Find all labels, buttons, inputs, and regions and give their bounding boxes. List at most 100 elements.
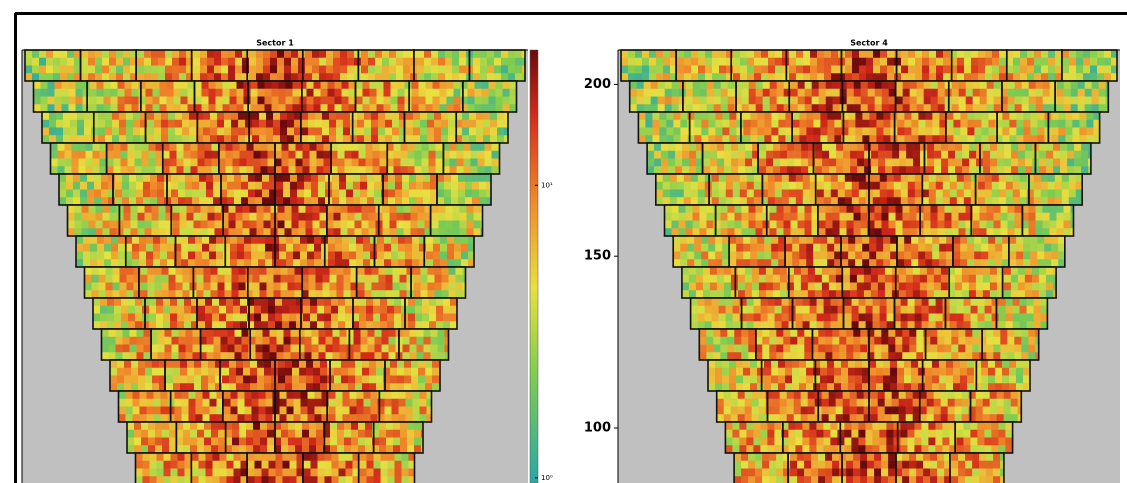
- heat-cell: [896, 97, 903, 105]
- heat-cell: [510, 89, 517, 97]
- heat-cell: [90, 252, 97, 260]
- heat-cell: [356, 244, 363, 252]
- heat-cell: [497, 120, 504, 128]
- heat-cell: [943, 58, 950, 66]
- heat-cell: [988, 236, 995, 244]
- heat-cell: [876, 128, 883, 136]
- heat-cell: [728, 205, 735, 213]
- heat-cell: [988, 120, 995, 128]
- heat-cell: [404, 205, 411, 213]
- heat-cell: [163, 143, 170, 151]
- heat-cell: [436, 143, 443, 151]
- heat-cell: [192, 476, 199, 483]
- heat-cell: [848, 112, 855, 120]
- heat-cell: [403, 352, 410, 360]
- heat-cell: [188, 81, 195, 89]
- heat-cell: [159, 213, 166, 221]
- heat-cell: [429, 306, 436, 314]
- heat-cell: [422, 159, 429, 167]
- heat-cell: [959, 221, 966, 229]
- heat-cell: [964, 197, 971, 205]
- heat-cell: [959, 205, 966, 213]
- heat-cell: [899, 166, 906, 174]
- heat-cell: [374, 182, 381, 190]
- heat-cell: [957, 58, 964, 66]
- heat-cell: [207, 66, 214, 74]
- heat-cell: [56, 112, 63, 120]
- heat-cell: [211, 430, 218, 438]
- heat-cell: [83, 89, 90, 97]
- heat-cell: [432, 205, 439, 213]
- heat-cell: [144, 337, 151, 345]
- heat-cell: [929, 50, 936, 58]
- heat-cell: [39, 73, 46, 81]
- heat-cell: [1016, 135, 1023, 143]
- heat-cell: [181, 252, 188, 260]
- heat-cell: [719, 197, 726, 205]
- heat-cell: [375, 66, 382, 74]
- heat-cell: [207, 345, 214, 353]
- heat-cell: [156, 321, 163, 329]
- heat-cell: [286, 97, 293, 105]
- heat-cell: [225, 283, 232, 291]
- heat-cell: [317, 166, 324, 174]
- heat-cell: [165, 352, 172, 360]
- heat-cell: [698, 66, 705, 74]
- heat-cell: [908, 50, 915, 58]
- heat-cell: [288, 438, 295, 446]
- heat-cell: [750, 135, 757, 143]
- heat-cell: [1029, 205, 1036, 213]
- heat-cell: [264, 228, 271, 236]
- heat-cell: [980, 228, 987, 236]
- heat-cell: [373, 143, 380, 151]
- heat-cell: [246, 267, 253, 275]
- heat-cell: [644, 81, 651, 89]
- heat-cell: [714, 221, 721, 229]
- heat-cell: [171, 182, 178, 190]
- heat-cell: [333, 50, 340, 58]
- heat-cell: [358, 445, 365, 453]
- heat-cell: [295, 438, 302, 446]
- heat-cell: [508, 66, 515, 74]
- heat-cell: [345, 159, 352, 167]
- heat-cell: [205, 143, 212, 151]
- heat-cell: [373, 306, 380, 314]
- heat-cell: [721, 221, 728, 229]
- heat-cell: [155, 290, 162, 298]
- heat-cell: [834, 120, 841, 128]
- heat-cell: [637, 89, 644, 97]
- heat-cell: [999, 66, 1006, 74]
- heat-cell: [750, 236, 757, 244]
- heat-cell: [1043, 97, 1050, 105]
- heat-cell: [784, 205, 791, 213]
- heat-cell: [897, 112, 904, 120]
- heat-cell: [817, 66, 824, 74]
- heat-cell: [645, 112, 652, 120]
- heat-cell: [276, 461, 283, 469]
- heat-cell: [187, 368, 194, 376]
- heat-cell: [973, 104, 980, 112]
- heat-cell: [931, 221, 938, 229]
- heat-cell: [971, 58, 978, 66]
- heat-cell: [118, 81, 125, 89]
- heat-cell: [932, 120, 939, 128]
- heat-cell: [226, 321, 233, 329]
- heat-cell: [1057, 205, 1064, 213]
- heat-cell: [917, 81, 924, 89]
- heat-cell: [981, 236, 988, 244]
- heat-cell: [87, 182, 94, 190]
- heat-cell: [153, 104, 160, 112]
- heat-cell: [386, 290, 393, 298]
- heat-cell: [721, 97, 728, 105]
- heat-cell: [360, 461, 367, 469]
- heat-cell: [76, 252, 83, 260]
- heat-cell: [665, 228, 672, 236]
- heat-cell: [483, 120, 490, 128]
- heat-cell: [250, 376, 257, 384]
- heat-cell: [903, 104, 910, 112]
- heat-cell: [270, 58, 277, 66]
- heat-cell: [321, 81, 328, 89]
- heat-cell: [164, 461, 171, 469]
- heat-cell: [460, 213, 467, 221]
- heat-cell: [848, 120, 855, 128]
